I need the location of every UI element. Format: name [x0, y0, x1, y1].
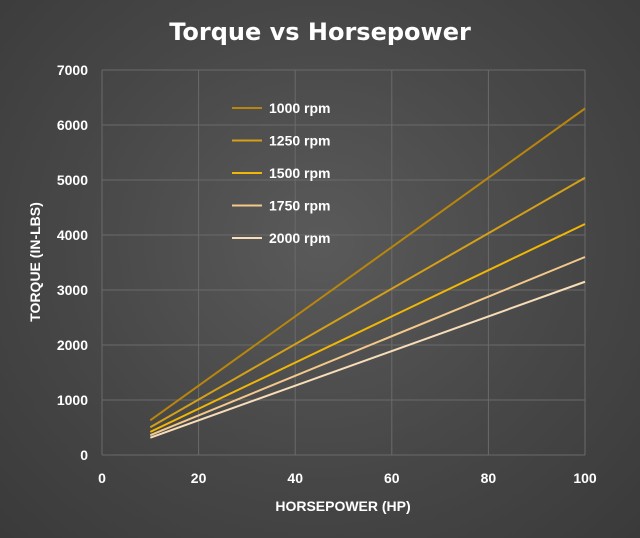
- y-tick-label: 7000: [57, 62, 88, 78]
- legend: 1000 rpm 1250 rpm 1500 rpm 1750 rpm 2000 rpm: [232, 100, 330, 246]
- y-tick-label: 3000: [57, 282, 88, 298]
- series-line-1: [149, 107, 586, 422]
- x-axis-ticks: 0 20 40 60 80 100: [98, 470, 597, 486]
- legend-label: 1750 rpm: [269, 198, 330, 214]
- legend-label: 1250 rpm: [269, 133, 330, 149]
- grid: [101, 69, 586, 456]
- series-lines: [149, 107, 586, 439]
- y-tick-label: 5000: [57, 172, 88, 188]
- x-axis-label: HORSEPOWER (HP): [275, 498, 410, 514]
- x-tick-label: 60: [384, 470, 400, 486]
- y-tick-label: 2000: [57, 337, 88, 353]
- legend-label: 1500 rpm: [269, 165, 330, 181]
- y-tick-label: 6000: [57, 117, 88, 133]
- series-line-4: [149, 256, 586, 437]
- legend-label: 1000 rpm: [269, 100, 330, 116]
- y-axis-ticks: 0 1000 2000 3000 4000 5000 6000 7000: [57, 62, 88, 463]
- legend-label: 2000 rpm: [269, 230, 330, 246]
- series-line-2: [149, 176, 586, 429]
- y-tick-label: 4000: [57, 227, 88, 243]
- x-tick-label: 80: [481, 470, 497, 486]
- series-line-3: [149, 223, 586, 433]
- y-axis-label: TORQUE (IN-LBS): [27, 202, 43, 322]
- series-line-5: [149, 280, 586, 439]
- chart-title: Torque vs Horsepower: [169, 18, 471, 46]
- x-tick-label: 0: [98, 470, 106, 486]
- y-tick-label: 1000: [57, 392, 88, 408]
- x-tick-label: 100: [573, 470, 597, 486]
- x-tick-label: 20: [191, 470, 207, 486]
- y-tick-label: 0: [80, 447, 88, 463]
- x-tick-label: 40: [287, 470, 303, 486]
